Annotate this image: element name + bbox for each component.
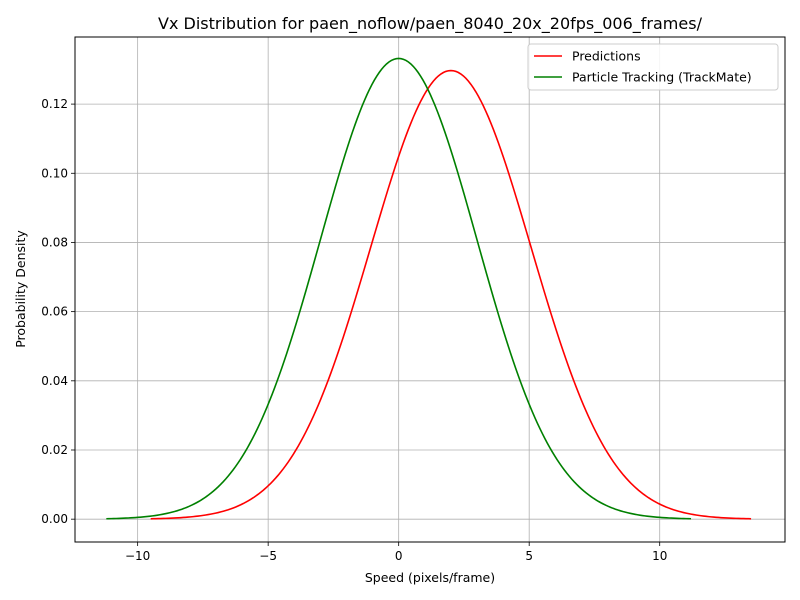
x-axis-ticks: −10 −5 0 5 10 xyxy=(125,542,667,563)
y-tick-label: 0.04 xyxy=(41,374,68,388)
x-axis-label: Speed (pixels/frame) xyxy=(365,570,495,585)
series-line-2 xyxy=(106,57,692,520)
x-tick-label: 10 xyxy=(652,549,667,563)
x-tick-label: −10 xyxy=(125,549,150,563)
x-tick-label: 0 xyxy=(395,549,403,563)
x-tick-label: −5 xyxy=(259,549,277,563)
legend-label: Particle Tracking (TrackMate) xyxy=(572,70,752,85)
legend-label: Predictions xyxy=(572,49,641,64)
series-lines xyxy=(106,57,752,520)
grid xyxy=(75,37,785,542)
y-axis-ticks: 0.00 0.02 0.04 0.06 0.08 0.10 0.12 xyxy=(41,97,75,526)
legend-box xyxy=(527,43,779,91)
x-tick-label: 5 xyxy=(525,549,533,563)
y-tick-label: 0.12 xyxy=(41,97,68,111)
y-tick-label: 0.02 xyxy=(41,443,68,457)
y-axis-label: Probability Density xyxy=(13,230,28,348)
chart-title: Vx Distribution for paen_noflow/paen_804… xyxy=(158,14,703,34)
plot-area-frame xyxy=(74,36,786,543)
y-tick-label: 0.10 xyxy=(41,166,68,180)
y-tick-label: 0.08 xyxy=(41,235,68,249)
y-tick-label: 0.06 xyxy=(41,305,68,319)
y-tick-label: 0.00 xyxy=(41,512,68,526)
legend: Predictions Particle Tracking (TrackMate) xyxy=(527,43,779,91)
series-line-1 xyxy=(150,69,752,520)
